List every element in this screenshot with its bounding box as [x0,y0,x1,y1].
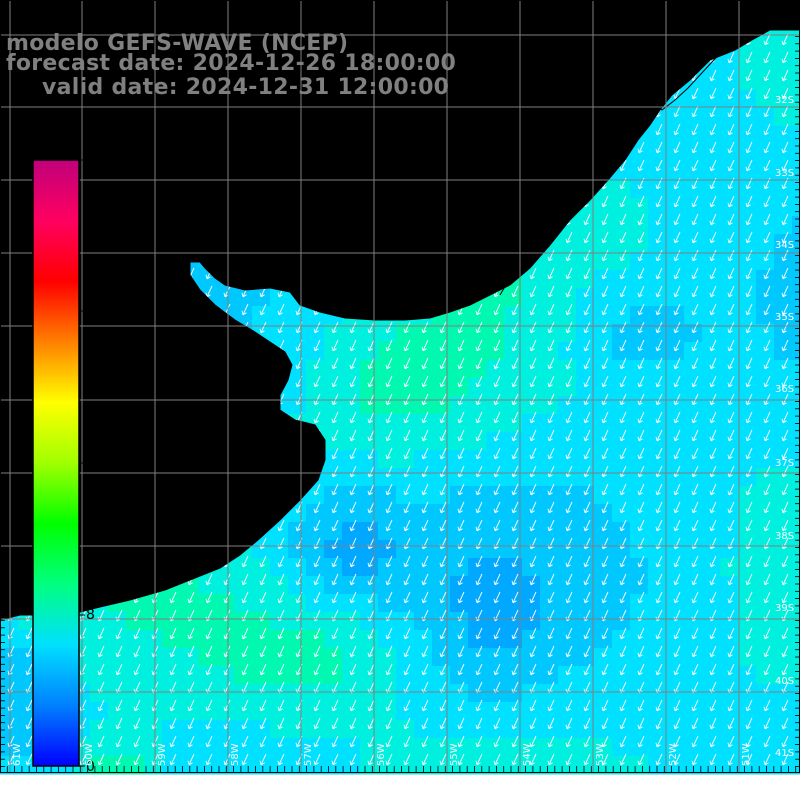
lat-label-33s: 33S [775,168,795,179]
colorbar-tick-30: 30 [86,151,104,167]
lat-label-38s: 38S [775,531,795,542]
lat-label-36s: 36S [775,384,795,395]
lon-label-52w: 52W [668,743,679,766]
land-mask [0,0,800,620]
coastline-landmass [0,0,800,620]
lat-lon-grid [0,0,800,772]
colorbar-tick-22: 22 [86,303,104,319]
colorbar-unit: [m/s] [32,131,69,147]
colorbar-tick-15: 15 [86,455,104,471]
lat-label-37s: 37S [775,458,795,469]
map-title-forecast-date: forecast date: 2024-12-26 18:00:00 [6,51,457,76]
map-title-valid-date: valid date: 2024-12-31 12:00:00 [42,75,450,100]
frame-ticks [0,0,800,772]
colorbar-fill [32,159,80,767]
lat-label-32s: 32S [775,95,795,106]
lat-label-34s: 34S [775,240,795,251]
lon-label-55w: 55W [449,743,460,766]
lon-label-58w: 58W [230,743,241,766]
colorbar-tick-0: 0 [86,759,95,775]
lat-label-39s: 39S [775,603,795,614]
lon-label-56w: 56W [376,743,387,766]
lon-label-51w: 51W [741,743,752,766]
lon-label-57w: 57W [303,743,314,766]
uruguay-border [193,0,591,296]
colorbar [32,159,85,767]
lon-label-60w: 60W [84,743,95,766]
colorbar-tick-8: 8 [86,607,95,623]
map-title-model: modelo GEFS-WAVE (NCEP) [6,31,349,56]
lon-label-53w: 53W [595,743,606,766]
outer-coastline [0,29,800,621]
lon-label-59w: 59W [157,743,168,766]
lat-label-35s: 35S [775,312,795,323]
lon-label-61w: 61W [12,743,23,766]
lat-label-40s: 40S [775,676,795,687]
lat-label-41s: 41S [775,748,795,759]
lon-label-54w: 54W [522,743,533,766]
